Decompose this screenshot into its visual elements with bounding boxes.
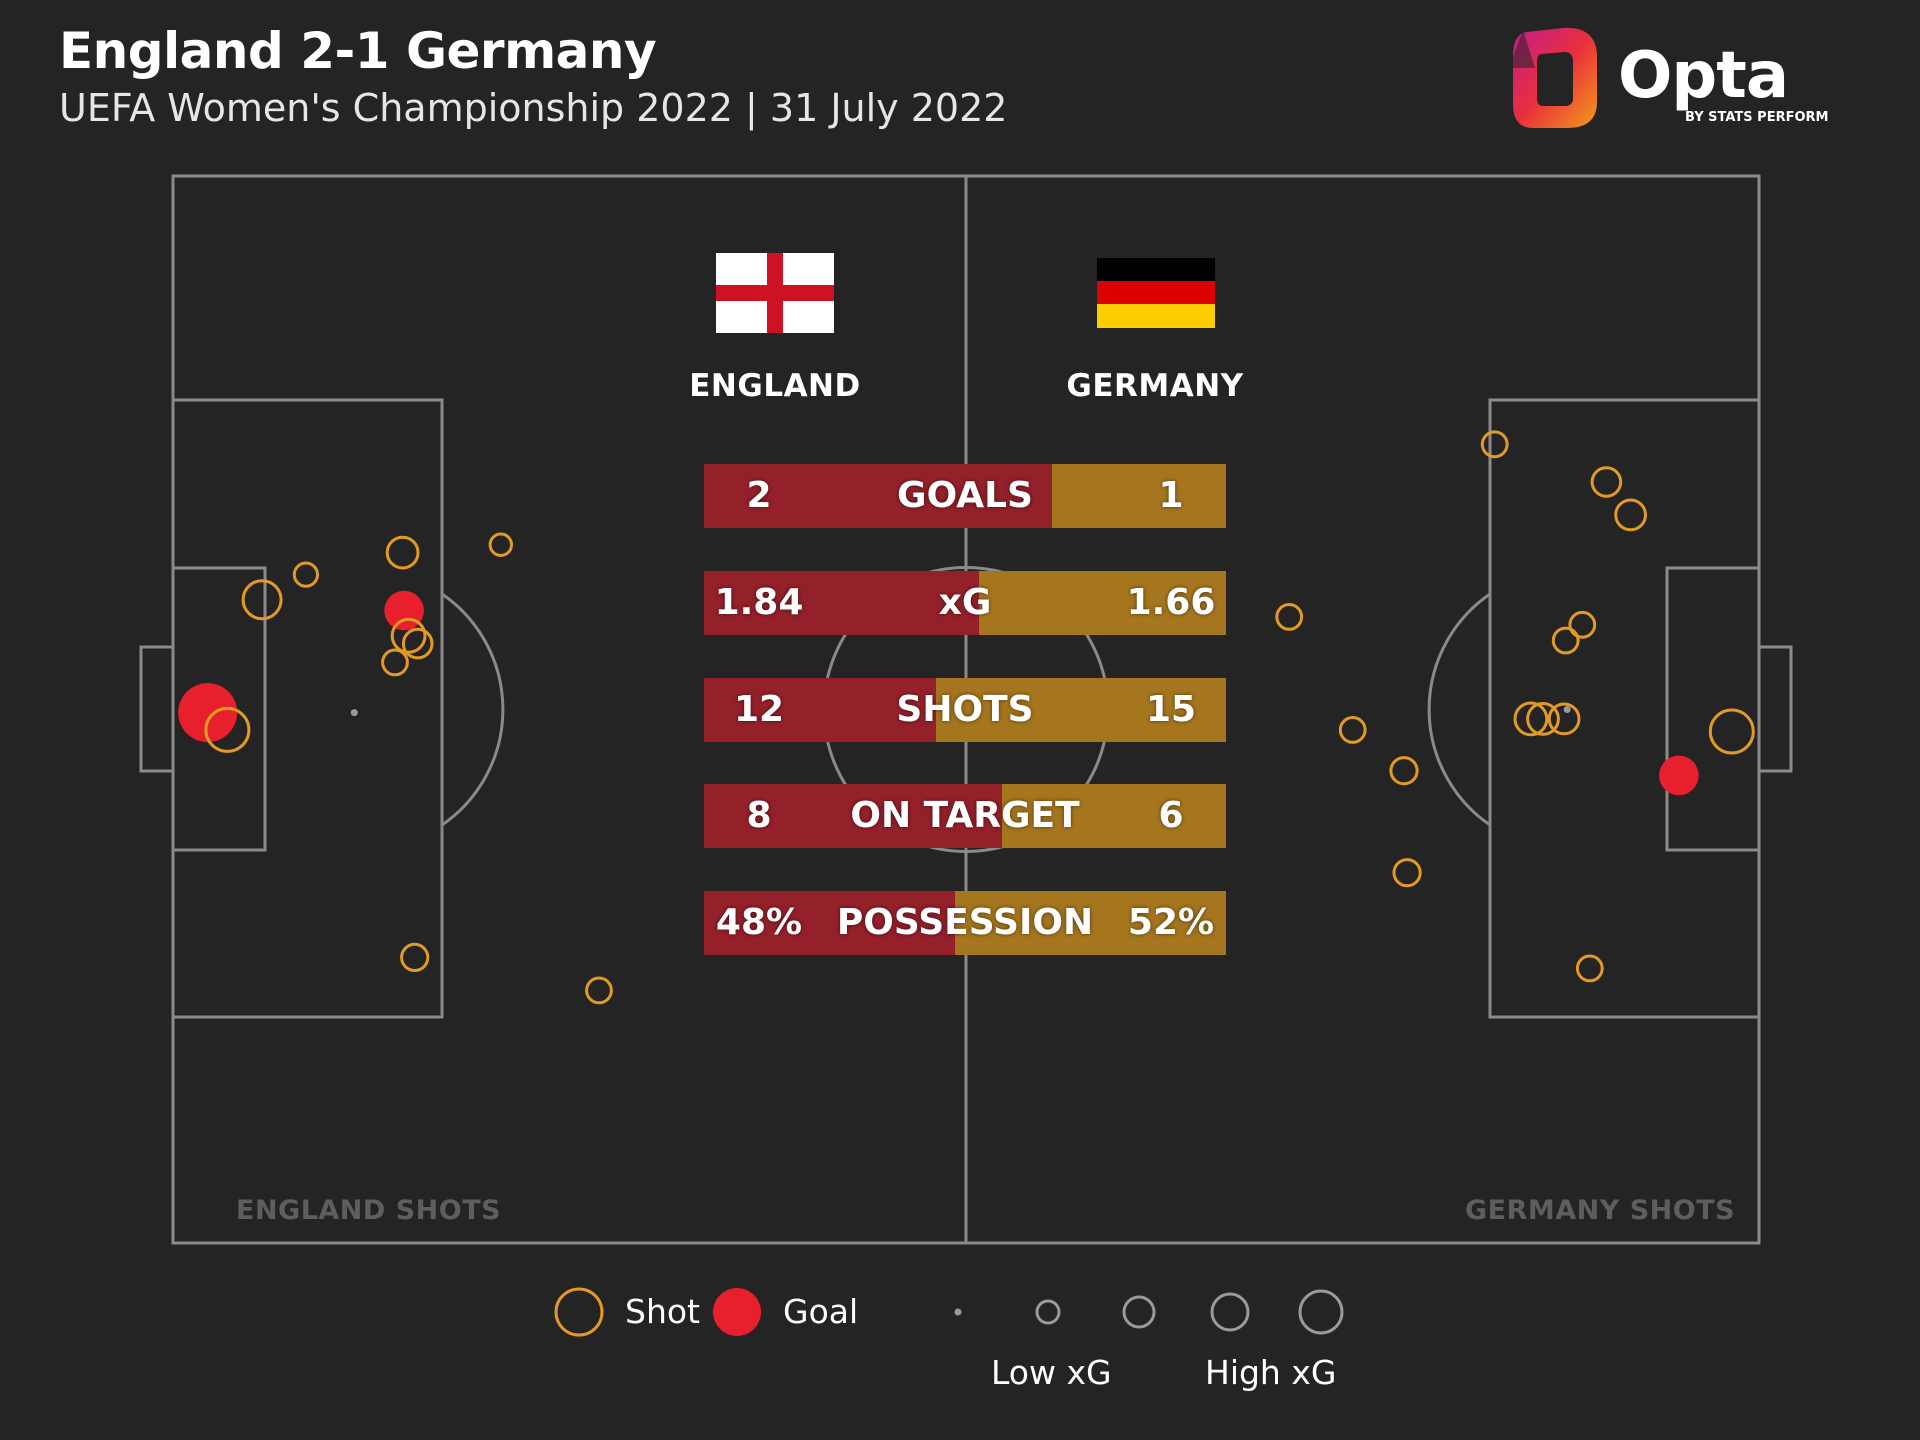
germany-shot-marker xyxy=(1614,498,1647,532)
germany-flag-icon xyxy=(1097,258,1215,328)
england-shot-marker xyxy=(381,648,409,677)
germany-shot-marker xyxy=(1480,430,1509,459)
stat-row-on-target: 8 ON TARGET 6 xyxy=(704,784,1226,848)
england-shot-marker xyxy=(385,535,420,570)
england-shot-marker xyxy=(390,617,427,654)
germany-shot-marker xyxy=(1708,708,1755,755)
germany-shot-marker xyxy=(1392,858,1422,888)
stat-label: ON TARGET xyxy=(850,795,1080,836)
stat-germany-value: 6 xyxy=(1158,795,1184,836)
germany-shot-marker xyxy=(1551,626,1580,655)
germany-shot-marker xyxy=(1590,466,1623,498)
opta-logo: Opta BY STATS PERFORM xyxy=(1505,24,1828,134)
england-shot-marker xyxy=(401,627,434,660)
right-six-yard-box xyxy=(1665,566,1761,852)
legend-xg-size-2-icon xyxy=(1035,1299,1061,1325)
stat-row-shots: 12 SHOTS 15 xyxy=(704,678,1226,742)
right-penalty-arc xyxy=(1427,592,1491,827)
legend-xg-size-4-icon xyxy=(1210,1292,1250,1332)
left-penalty-arc xyxy=(441,592,505,827)
germany-shot-marker xyxy=(1338,716,1367,744)
stat-label: GOALS xyxy=(897,475,1033,516)
stat-label: SHOTS xyxy=(896,689,1034,730)
england-shot-marker xyxy=(241,579,283,621)
stat-england-value: 12 xyxy=(733,689,785,730)
germany-shot-marker xyxy=(1547,702,1581,736)
stat-england-fill xyxy=(704,784,1002,848)
england-shots-label: ENGLAND SHOTS xyxy=(236,1195,502,1226)
page-subtitle: UEFA Women's Championship 2022 | 31 July… xyxy=(59,86,1008,130)
legend-goal-icon xyxy=(713,1288,761,1336)
stat-england-value: 2 xyxy=(746,475,772,516)
germany-shot-marker xyxy=(1389,756,1419,786)
stat-england-value: 8 xyxy=(746,795,772,836)
england-shot-marker xyxy=(292,561,319,588)
opta-logo-word: Opta xyxy=(1618,39,1789,113)
right-goal xyxy=(1757,645,1793,773)
stat-england-value: 48% xyxy=(715,902,803,943)
germany-shot-marker xyxy=(1513,701,1549,737)
germany-shot-marker xyxy=(1526,702,1560,736)
stat-row-goals: 2 GOALS 1 xyxy=(704,464,1226,528)
germany-shots-label: GERMANY SHOTS xyxy=(1465,1195,1736,1226)
stat-england-value: 1.84 xyxy=(714,582,804,623)
england-flag-icon xyxy=(716,253,834,333)
stat-england-fill xyxy=(704,678,936,742)
england-goal-marker xyxy=(384,590,424,631)
legend-high-xg-label: High xG xyxy=(1205,1353,1337,1392)
page-title: England 2-1 Germany xyxy=(59,22,657,80)
legend-xg-size-3-icon xyxy=(1122,1295,1156,1329)
germany-shot-marker xyxy=(1563,706,1571,713)
legend-xg-size-5-icon xyxy=(1298,1289,1344,1335)
legend-xg-size-1-icon xyxy=(954,1308,962,1316)
stat-germany-value: 52% xyxy=(1127,902,1215,943)
germany-team-label: GERMANY xyxy=(1066,368,1244,404)
england-goal-marker xyxy=(178,683,238,743)
legend xyxy=(554,1287,1344,1337)
england-shot-marker xyxy=(204,706,251,753)
stat-england-fill xyxy=(704,464,1052,528)
stat-germany-value: 1 xyxy=(1158,475,1184,516)
stat-germany-value: 1.66 xyxy=(1126,582,1216,623)
stat-england-fill xyxy=(704,571,979,635)
germany-shot-marker xyxy=(1575,954,1604,983)
england-shot-marker xyxy=(350,709,358,717)
stat-row-possession: 48% POSSESSION 52% xyxy=(704,891,1226,955)
legend-goal-label: Goal xyxy=(783,1292,859,1331)
stat-row-xg: 1.84 xG 1.66 xyxy=(704,571,1226,635)
shots-layer xyxy=(178,430,1755,1005)
england-shot-marker xyxy=(488,532,513,557)
stat-germany-value: 15 xyxy=(1145,689,1197,730)
germany-shot-marker xyxy=(1275,603,1304,631)
england-shot-marker xyxy=(585,976,613,1005)
opta-logo-mark-icon xyxy=(1509,27,1597,128)
legend-low-xg-label: Low xG xyxy=(991,1353,1112,1392)
england-shot-marker xyxy=(400,942,430,973)
stat-label: POSSESSION xyxy=(836,902,1094,943)
opta-logo-byline: BY STATS PERFORM xyxy=(1685,110,1829,125)
left-goal xyxy=(139,645,175,773)
germany-shot-marker xyxy=(1568,610,1597,639)
legend-shot-label: Shot xyxy=(625,1292,700,1331)
legend-shot-icon xyxy=(554,1287,604,1337)
germany-goal-marker xyxy=(1659,755,1699,796)
england-team-label: ENGLAND xyxy=(689,368,861,404)
stat-england-fill xyxy=(704,891,955,955)
stat-label: xG xyxy=(938,582,992,623)
